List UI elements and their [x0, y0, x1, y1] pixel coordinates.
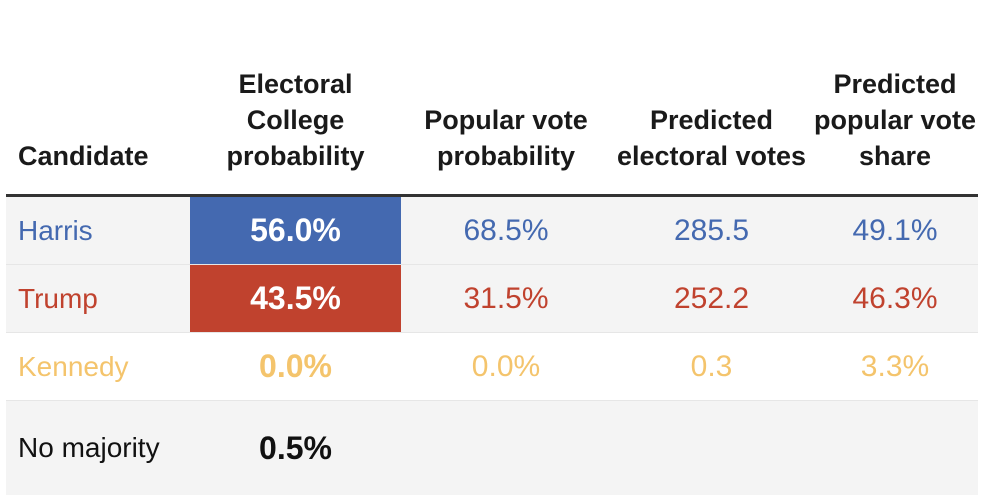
column-header-predicted-popular-vote-share: Predicted popular vote share [812, 8, 978, 196]
popular-vote-probability-cell [401, 401, 611, 495]
predicted-electoral-votes-cell: 285.5 [611, 196, 812, 265]
predicted-popular-vote-share-cell [812, 401, 978, 495]
electoral-college-probability-cell: 56.0% [190, 196, 401, 265]
table-row-harris: Harris 56.0% 68.5% 285.5 49.1% [6, 196, 978, 265]
table-body: Harris 56.0% 68.5% 285.5 49.1% Trump 43.… [6, 196, 978, 495]
electoral-college-probability-cell: 43.5% [190, 265, 401, 333]
predicted-popular-vote-share-cell: 3.3% [812, 333, 978, 401]
forecast-table: Candidate Electoral College probability … [6, 8, 978, 495]
table-row-trump: Trump 43.5% 31.5% 252.2 46.3% [6, 265, 978, 333]
table-row-kennedy: Kennedy 0.0% 0.0% 0.3 3.3% [6, 333, 978, 401]
candidate-name: Harris [6, 196, 190, 265]
column-header-candidate: Candidate [6, 8, 190, 196]
popular-vote-probability-cell: 31.5% [401, 265, 611, 333]
candidate-name: No majority [6, 401, 190, 495]
popular-vote-probability-cell: 68.5% [401, 196, 611, 265]
candidate-name: Kennedy [6, 333, 190, 401]
column-header-predicted-electoral-votes: Predicted electoral votes [611, 8, 812, 196]
predicted-electoral-votes-cell: 252.2 [611, 265, 812, 333]
column-header-electoral-college-probability: Electoral College probability [190, 8, 401, 196]
predicted-popular-vote-share-cell: 46.3% [812, 265, 978, 333]
column-header-popular-vote-probability: Popular vote probability [401, 8, 611, 196]
electoral-college-probability-cell: 0.0% [190, 333, 401, 401]
electoral-college-probability-cell: 0.5% [190, 401, 401, 495]
table-header: Candidate Electoral College probability … [6, 8, 978, 196]
table-row-no-majority: No majority 0.5% [6, 401, 978, 495]
candidate-name: Trump [6, 265, 190, 333]
predicted-popular-vote-share-cell: 49.1% [812, 196, 978, 265]
popular-vote-probability-cell: 0.0% [401, 333, 611, 401]
predicted-electoral-votes-cell: 0.3 [611, 333, 812, 401]
predicted-electoral-votes-cell [611, 401, 812, 495]
header-row: Candidate Electoral College probability … [6, 8, 978, 196]
